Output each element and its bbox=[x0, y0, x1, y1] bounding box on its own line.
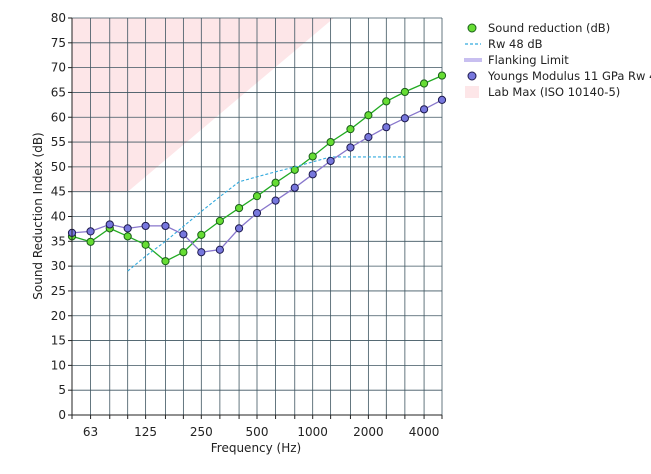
data-point-series-0 bbox=[326, 137, 335, 147]
legend-marker-green-circle bbox=[462, 20, 486, 36]
data-point-series-3 bbox=[86, 227, 95, 236]
data-point-series-3 bbox=[400, 114, 409, 123]
x-tick-label: 4000 bbox=[409, 425, 440, 439]
data-point-series-3 bbox=[382, 123, 391, 132]
y-tick-label: 70 bbox=[51, 61, 66, 75]
series-layer bbox=[67, 71, 447, 272]
data-point-series-0 bbox=[197, 230, 206, 239]
data-point-series-0 bbox=[215, 216, 224, 226]
data-point-series-0 bbox=[382, 97, 391, 106]
data-point-series-0 bbox=[179, 248, 188, 257]
data-point-series-0 bbox=[234, 203, 244, 213]
legend-item-youngs-modulus[interactable]: Youngs Modulus 11 GPa Rw 45 bbox=[462, 68, 651, 84]
legend-item-flanking-limit[interactable]: Flanking Limit bbox=[462, 52, 648, 68]
y-tick-label: 65 bbox=[51, 85, 66, 99]
legend-flanking-line bbox=[462, 52, 486, 68]
data-point-series-3 bbox=[308, 170, 317, 179]
y-tick-label: 40 bbox=[51, 210, 66, 224]
data-point-series-0 bbox=[346, 125, 355, 134]
y-tick-label: 20 bbox=[51, 309, 66, 323]
data-point-series-3 bbox=[105, 220, 114, 229]
legend-label: Flanking Limit bbox=[488, 53, 569, 67]
data-point-series-3 bbox=[364, 133, 373, 142]
legend-label: Rw 48 dB bbox=[488, 37, 543, 51]
legend-item-lab-max[interactable]: Lab Max (ISO 10140-5) bbox=[462, 84, 648, 100]
x-tick-label: 63 bbox=[83, 425, 98, 439]
x-tick-label: 1000 bbox=[297, 425, 328, 439]
x-axis-title: Frequency (Hz) bbox=[211, 441, 302, 455]
data-point-series-0 bbox=[290, 165, 299, 174]
x-tick-label: 125 bbox=[134, 425, 157, 439]
y-tick-label: 25 bbox=[51, 284, 66, 298]
data-point-series-3 bbox=[419, 105, 429, 114]
legend-item-rw48[interactable]: Rw 48 dB bbox=[462, 36, 648, 52]
legend-marker-purple-circle bbox=[462, 68, 486, 84]
data-point-series-3 bbox=[290, 183, 299, 192]
data-point-series-0 bbox=[161, 257, 170, 266]
y-tick-label: 5 bbox=[58, 383, 66, 397]
data-point-series-3 bbox=[123, 224, 132, 233]
grid-layer bbox=[71, 17, 443, 416]
y-tick-label: 75 bbox=[51, 36, 66, 50]
data-point-series-3 bbox=[437, 95, 447, 104]
lab-max-area bbox=[72, 18, 334, 192]
data-point-series-3 bbox=[179, 230, 188, 239]
data-point-series-3 bbox=[234, 224, 244, 233]
y-tick-label: 0 bbox=[58, 408, 66, 422]
y-tick-label: 35 bbox=[51, 234, 66, 248]
data-point-series-3 bbox=[197, 248, 206, 257]
y-tick-label: 50 bbox=[51, 160, 66, 174]
data-point-series-3 bbox=[161, 221, 170, 231]
data-point-series-3 bbox=[215, 245, 224, 254]
data-point-series-0 bbox=[271, 178, 280, 187]
legend-label: Lab Max (ISO 10140-5) bbox=[488, 85, 621, 99]
legend-item-sound-reduction[interactable]: Sound reduction (dB) bbox=[462, 20, 648, 36]
y-tick-label: 55 bbox=[51, 135, 66, 149]
data-point-series-0 bbox=[400, 87, 409, 97]
x-tick-label: 250 bbox=[190, 425, 213, 439]
data-point-series-0 bbox=[308, 152, 317, 161]
data-point-series-3 bbox=[252, 208, 262, 218]
y-tick-label: 45 bbox=[51, 185, 66, 199]
data-point-series-3 bbox=[271, 196, 280, 205]
series-line-1 bbox=[127, 156, 405, 272]
legend: Sound reduction (dB) Rw 48 dB Flanking L… bbox=[462, 20, 651, 100]
x-tick-label: 500 bbox=[246, 425, 269, 439]
legend-label: Youngs Modulus 11 GPa Rw 45 bbox=[488, 69, 651, 83]
data-point-series-0 bbox=[437, 71, 447, 80]
y-tick-label: 10 bbox=[51, 358, 66, 372]
y-tick-label: 15 bbox=[51, 334, 66, 348]
y-tick-label: 30 bbox=[51, 259, 66, 273]
lab-max-area-layer bbox=[72, 18, 334, 192]
axis-layer: 0 5 10 15 20 25 30 35 40 45 50 55 60 65 70 75 80 63 125 250… bbox=[51, 11, 443, 439]
y-tick-label: 80 bbox=[51, 11, 66, 25]
legend-label: Sound reduction (dB) bbox=[488, 21, 611, 35]
data-point-series-0 bbox=[419, 79, 429, 88]
data-point-series-0 bbox=[86, 237, 95, 246]
data-point-series-0 bbox=[252, 192, 262, 201]
data-point-series-3 bbox=[346, 143, 355, 152]
legend-dashed-line bbox=[462, 36, 486, 52]
data-point-series-0 bbox=[123, 232, 132, 241]
y-axis-title: Sound Reduction Index (dB) bbox=[31, 132, 45, 299]
data-point-series-3 bbox=[141, 221, 150, 231]
data-point-series-0 bbox=[141, 240, 150, 249]
data-point-series-3 bbox=[326, 156, 335, 166]
y-tick-label: 60 bbox=[51, 110, 66, 124]
data-point-series-0 bbox=[364, 111, 373, 120]
legend-pink-swatch bbox=[462, 84, 486, 100]
x-tick-label: 2000 bbox=[353, 425, 384, 439]
